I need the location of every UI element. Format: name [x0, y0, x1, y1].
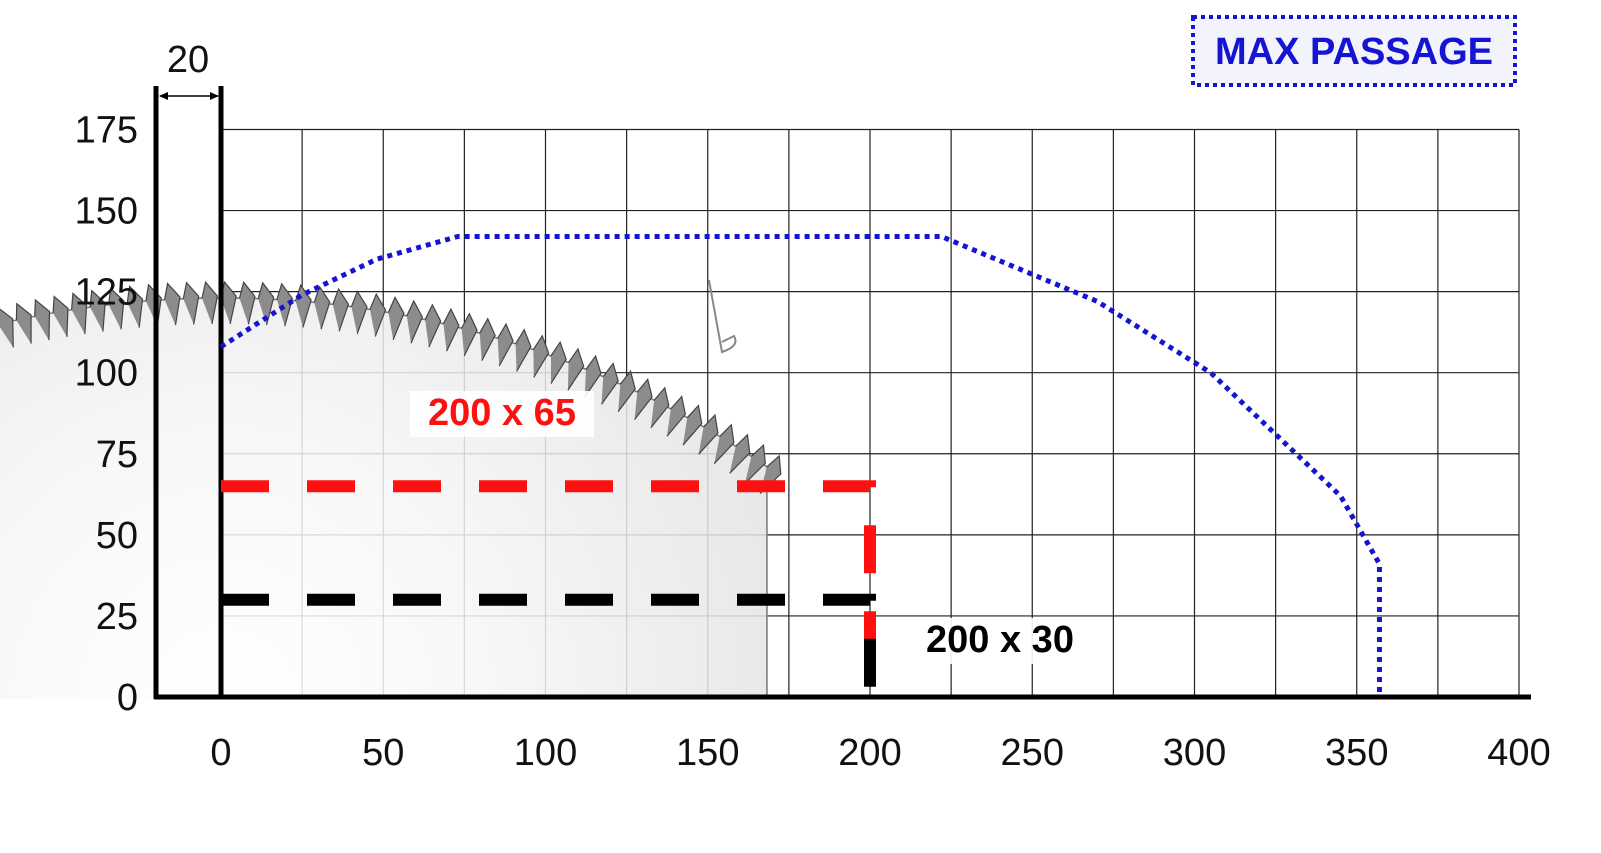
saw-tooth — [350, 290, 368, 335]
y-tick-label: 25 — [96, 596, 138, 638]
saw-tooth — [70, 292, 88, 335]
y-tick-label: 50 — [96, 515, 138, 557]
arrowhead-right-icon — [210, 92, 219, 100]
saw-tooth — [89, 289, 106, 332]
saw-tooth — [442, 307, 460, 352]
saw-tooth — [424, 303, 442, 348]
cut-label: 200 x 65 — [428, 392, 576, 434]
saw-tooth — [666, 395, 686, 437]
saw-tooth — [126, 285, 144, 328]
x-tick-label: 300 — [1163, 732, 1226, 774]
x-tick-label: 400 — [1487, 732, 1550, 774]
saw-tooth — [601, 362, 619, 405]
saw-tooth — [52, 295, 69, 337]
saw-tooth — [276, 282, 294, 327]
cut-label-background — [410, 391, 594, 437]
saw-tooth — [650, 386, 670, 429]
cut-capacities: 200 x 65 200 x 30 — [221, 391, 1092, 697]
x-tick-label: 200 — [838, 732, 901, 774]
cut-capacity: 200 x 65 — [221, 391, 876, 697]
x-tick-labels: 0 50 100 150 200 250 300 350 400 — [210, 732, 1550, 774]
saw-tooth — [698, 413, 719, 455]
y-tick-label: 100 — [75, 353, 138, 395]
saw-tooth — [15, 302, 32, 344]
saw-tooth — [634, 378, 653, 420]
saw-tooth — [369, 292, 387, 337]
x-tick-label: 50 — [362, 732, 404, 774]
y-tick-labels: 0 25 50 75 100 125 150 175 — [75, 109, 138, 719]
saw-tooth — [584, 354, 602, 398]
saw-tooth — [387, 296, 405, 340]
saw-tooth — [515, 328, 532, 372]
saw-tooth — [744, 443, 766, 484]
x-tick-label: 100 — [514, 732, 577, 774]
cut-label-background — [908, 618, 1092, 664]
fence-offset-dimension: 20 — [159, 39, 219, 100]
saw-tooth — [617, 369, 636, 413]
y-tick-label: 0 — [117, 677, 138, 719]
max-passage-outline — [219, 233, 1382, 697]
fence-offset-label: 20 — [167, 39, 209, 81]
saw-tooth — [713, 423, 735, 464]
legend: MAX PASSAGE — [1191, 15, 1517, 87]
saw-tooth — [532, 334, 550, 378]
y-tick-label: 150 — [75, 191, 138, 233]
legend-box — [1191, 15, 1517, 87]
saw-tooth — [34, 298, 51, 341]
x-tick-label: 250 — [1001, 732, 1064, 774]
saw-tooth — [479, 317, 496, 361]
saw-tooth — [108, 287, 125, 330]
saw-tooth — [567, 347, 585, 391]
cut-outline — [221, 480, 876, 697]
saw-tooth — [238, 280, 256, 325]
x-tick-label: 350 — [1325, 732, 1388, 774]
saw-tooth — [682, 404, 703, 446]
saw-tooth — [497, 322, 514, 367]
x-tick-label: 0 — [210, 732, 231, 774]
saw-tooth — [257, 281, 275, 326]
saw-tooth — [313, 285, 331, 330]
saw-tooth — [406, 299, 424, 344]
saw-tooth — [164, 282, 181, 326]
saw-tooth — [461, 312, 478, 357]
blade-logo-mark — [708, 279, 737, 354]
y-tick-label: 175 — [75, 109, 138, 151]
saw-tooth — [182, 281, 200, 325]
saw-tooth — [201, 280, 219, 325]
cut-outline — [221, 593, 876, 697]
y-tick-label: 75 — [96, 434, 138, 476]
cut-capacity: 200 x 30 — [221, 593, 1092, 697]
cut-label: 200 x 30 — [926, 619, 1074, 661]
legend-label: MAX PASSAGE — [1215, 31, 1493, 73]
y-tick-label: 125 — [75, 272, 138, 314]
arrowhead-left-icon — [159, 92, 168, 100]
saw-tooth — [0, 308, 14, 348]
saw-tooth — [332, 287, 350, 332]
saw-tooth — [729, 433, 751, 474]
x-tick-label: 150 — [676, 732, 739, 774]
saw-tooth — [550, 340, 567, 384]
